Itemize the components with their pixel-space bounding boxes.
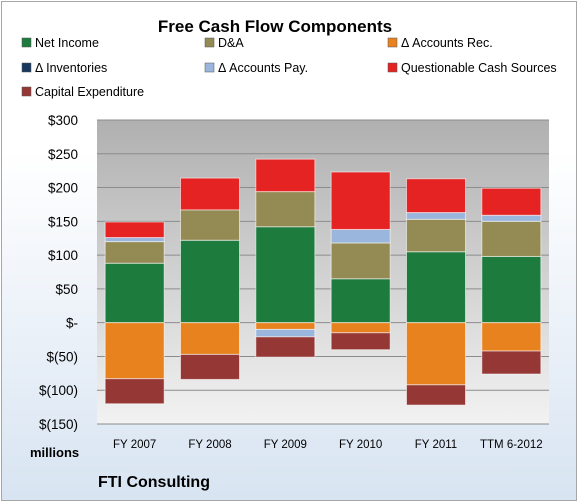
legend-swatch [204,37,215,48]
legend-label: Δ Accounts Rec. [401,36,493,50]
y-tick-label: $(150) [39,417,78,432]
x-axis: FY 2007 FY 2008 FY 2009 FY 2010 FY 2011 TTM 6… [113,439,543,451]
bar-segment-accounts-rec [180,322,240,355]
bar-segment-accounts-rec [255,322,316,330]
bar-segment-questionable-cash-sources [330,171,391,230]
y-tick-label: $100 [48,248,78,263]
bar-segment-accounts-pay [330,228,391,244]
x-tick-label: FY 2008 [188,439,231,451]
y-axis: $300 $250 $200 $150 $100 $50 $- $(50) $(100) $(15… [39,113,78,432]
unit-label: millions [30,445,79,460]
legend-label: Capital Expenditure [35,85,144,99]
bar-segment-d-a [481,220,542,257]
legend-label: Δ Accounts Pay. [218,61,308,75]
bar-segment-capital-expenditure [406,384,466,406]
legend-item-capital-expenditure: Capital Expenditure [21,85,144,99]
bar-segment-questionable-cash-sources [180,177,240,211]
legend-swatch [387,37,398,48]
legend-item-inventories: Δ Inventories [21,61,107,75]
bar-segment-accounts-rec [330,322,391,334]
legend: Net Income D&A Δ Accounts Rec. Δ Inventorie… [21,36,557,99]
legend-item-d-a: D&A [204,36,244,50]
legend-item-net-income: Net Income [21,36,99,50]
legend-swatch [21,86,32,97]
bar-segment-d-a [330,242,391,280]
chart-title: Free Cash Flow Components [158,17,392,36]
x-tick-label: TTM 6-2012 [480,439,543,451]
bar-segment-accounts-rec [406,322,466,386]
legend-item-accounts-rec: Δ Accounts Rec. [387,36,493,50]
bar-segment-questionable-cash-sources [255,158,316,193]
bar-segment-capital-expenditure [255,336,316,358]
x-tick-label: FY 2011 [415,439,457,451]
bar-segment-capital-expenditure [330,332,391,351]
bar-segment-questionable-cash-sources [406,178,466,214]
bar-segment-accounts-pay [104,237,165,243]
bar-segment-capital-expenditure [481,350,542,375]
y-tick-label: $(100) [39,383,78,398]
bar-segment-net-income [406,251,466,324]
y-tick-label: $250 [48,147,78,162]
bar-segment-d-a [255,191,316,228]
legend-swatch [204,62,215,73]
legend-swatch [387,62,398,73]
y-tick-label: $150 [48,214,78,229]
bar-segment-net-income [330,278,391,324]
plot-area [97,120,549,424]
company-name: FTI Consulting [98,474,210,491]
bar-segment-net-income [104,262,165,324]
legend-swatch [21,37,32,48]
legend-swatch [21,62,32,73]
bar-segment-accounts-pay [406,212,466,220]
y-tick-label: $50 [55,282,78,297]
bar-segment-net-income [255,226,316,324]
bar-segment-questionable-cash-sources [104,221,165,239]
legend-label: Questionable Cash Sources [401,61,557,75]
bar-segment-net-income [481,255,542,324]
x-tick-label: FY 2007 [113,439,156,451]
legend-item-questionable-cash-sources: Questionable Cash Sources [387,61,557,75]
bar-segment-accounts-rec [104,322,165,380]
bar-segment-d-a [406,218,466,253]
x-tick-label: FY 2009 [264,439,307,451]
bar-segment-d-a [104,241,165,264]
bar-segment-d-a [180,209,240,241]
legend-label: D&A [218,36,244,50]
x-tick-label: FY 2010 [339,439,382,451]
y-tick-label: $- [66,316,78,331]
bar-segment-capital-expenditure [104,378,165,405]
bar-segment-capital-expenditure [180,353,240,380]
bars [104,158,542,406]
y-tick-label: $(50) [46,349,78,364]
y-tick-label: $300 [48,113,78,128]
gridlines [97,119,549,425]
bar-segment-net-income [180,239,240,324]
bar-segment-accounts-rec [481,322,542,352]
legend-item-accounts-pay: Δ Accounts Pay. [204,61,308,75]
legend-label: Δ Inventories [35,61,107,75]
y-tick-label: $200 [48,181,78,196]
legend-label: Net Income [35,36,99,50]
bar-segment-accounts-pay [481,214,542,222]
bar-segment-accounts-pay [255,328,316,338]
bar-segment-questionable-cash-sources [481,187,542,216]
